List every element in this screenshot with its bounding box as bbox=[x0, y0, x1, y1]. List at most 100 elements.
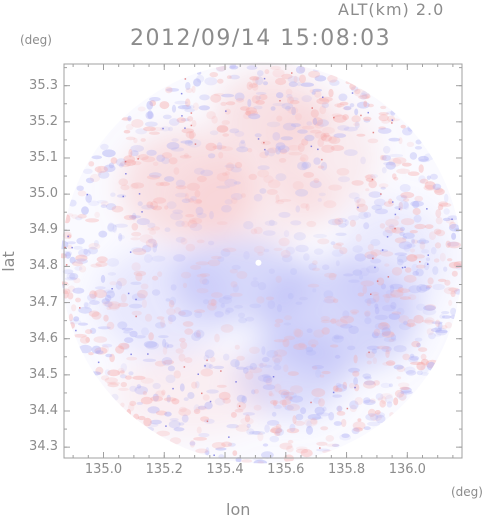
speckle-cell bbox=[379, 322, 389, 327]
speckle-cell bbox=[250, 228, 258, 235]
speckle-cell bbox=[378, 322, 390, 330]
speckle-cell bbox=[316, 119, 330, 127]
speckle-cell bbox=[318, 96, 333, 102]
speckle-cell bbox=[396, 391, 408, 401]
speckle-cell bbox=[241, 459, 253, 463]
speckle-dot bbox=[135, 315, 137, 318]
speckle-cell bbox=[350, 309, 360, 314]
speckle-cell bbox=[198, 105, 210, 111]
speckle-dot bbox=[357, 206, 359, 209]
speckle-cell bbox=[433, 228, 442, 235]
speckle-cell bbox=[196, 71, 202, 75]
speckle-cell bbox=[89, 300, 100, 305]
speckle-cell bbox=[69, 273, 79, 280]
speckle-cell bbox=[312, 117, 318, 125]
speckle-cell bbox=[305, 349, 317, 356]
speckle-cell bbox=[125, 136, 136, 141]
speckle-cell bbox=[364, 380, 375, 386]
speckle-cell bbox=[109, 281, 117, 286]
speckle-cell bbox=[216, 221, 228, 226]
speckle-cell bbox=[178, 311, 186, 316]
speckle-cell bbox=[182, 321, 194, 327]
plot-frame bbox=[63, 63, 463, 459]
speckle-dot bbox=[235, 381, 237, 383]
speckle-cell bbox=[238, 317, 248, 324]
speckle-cell bbox=[158, 335, 169, 339]
speckle-cell bbox=[109, 353, 115, 363]
speckle-cell bbox=[398, 322, 412, 331]
speckle-cell bbox=[398, 393, 407, 402]
speckle-cell bbox=[238, 141, 246, 149]
tick-marks bbox=[64, 64, 462, 458]
speckle-dot bbox=[391, 122, 393, 124]
speckle-cell bbox=[385, 290, 393, 299]
speckle-cell bbox=[152, 205, 163, 211]
speckle-cell bbox=[213, 93, 225, 97]
speckle-cell bbox=[396, 376, 402, 380]
speckle-cell bbox=[354, 121, 360, 129]
speckle-cell bbox=[123, 129, 131, 134]
speckle-cell bbox=[85, 177, 95, 184]
speckle-cell bbox=[125, 375, 132, 380]
speckle-cell bbox=[385, 347, 391, 355]
speckle-cell bbox=[105, 353, 113, 358]
speckle-cell bbox=[376, 277, 385, 286]
speckle-cell bbox=[442, 217, 451, 222]
speckle-cell bbox=[202, 394, 210, 401]
speckle-cell bbox=[151, 289, 161, 296]
speckle-cell bbox=[104, 377, 119, 384]
speckle-cell bbox=[207, 153, 216, 159]
speckle-cell bbox=[426, 284, 432, 289]
y-tick-label: 34.4 bbox=[29, 403, 58, 418]
speckle-cell bbox=[119, 343, 130, 351]
speckle-dot bbox=[67, 235, 69, 238]
speckle-cell bbox=[369, 398, 376, 404]
speckle-cell bbox=[400, 191, 415, 199]
speckle-cell bbox=[191, 332, 202, 342]
speckle-cell bbox=[299, 74, 306, 84]
speckle-cell bbox=[331, 443, 340, 447]
speckle-cell bbox=[195, 206, 204, 216]
speckle-cell bbox=[106, 203, 117, 211]
speckle-cell bbox=[257, 432, 264, 442]
speckle-cell bbox=[160, 318, 166, 328]
speckle-cell bbox=[131, 231, 142, 237]
speckle-cell bbox=[205, 447, 210, 456]
speckle-cell bbox=[381, 119, 390, 124]
speckle-cell bbox=[162, 338, 167, 348]
speckle-cell bbox=[221, 441, 233, 448]
y-tick-label: 34.8 bbox=[29, 258, 58, 274]
speckle-dot bbox=[386, 236, 389, 238]
speckle-cell bbox=[146, 175, 161, 180]
speckle-cell bbox=[284, 315, 292, 321]
speckle-cell bbox=[137, 201, 143, 207]
speckle-cell bbox=[156, 316, 165, 320]
speckle-cell bbox=[131, 223, 139, 231]
speckle-cell bbox=[283, 391, 297, 399]
speckle-cell bbox=[396, 307, 405, 316]
speckle-cell bbox=[278, 389, 290, 396]
speckle-cell bbox=[170, 147, 185, 152]
speckle-cell bbox=[383, 201, 394, 207]
speckle-cell bbox=[75, 254, 88, 262]
speckle-cell bbox=[437, 278, 447, 282]
broad-regions bbox=[97, 72, 448, 435]
speckle-cell bbox=[418, 158, 430, 163]
speckle-dot bbox=[201, 392, 203, 395]
speckle-cell bbox=[195, 448, 209, 454]
speckle-cell bbox=[418, 175, 426, 184]
speckle-cell bbox=[84, 302, 91, 309]
speckle-cell bbox=[220, 101, 227, 106]
speckle-cell bbox=[317, 165, 325, 169]
speckle-cell bbox=[129, 215, 137, 220]
speckle-cell bbox=[168, 118, 180, 126]
speckle-cell bbox=[69, 256, 76, 264]
y-tick-label: 35.1 bbox=[29, 149, 58, 165]
speckle-cell bbox=[398, 137, 403, 145]
speckle-cell bbox=[196, 426, 202, 434]
speckle-dot bbox=[184, 127, 186, 129]
speckle-cell bbox=[447, 241, 460, 247]
speckle-cell bbox=[253, 245, 265, 254]
speckle-cell bbox=[287, 76, 300, 83]
speckle-cell bbox=[279, 399, 292, 406]
